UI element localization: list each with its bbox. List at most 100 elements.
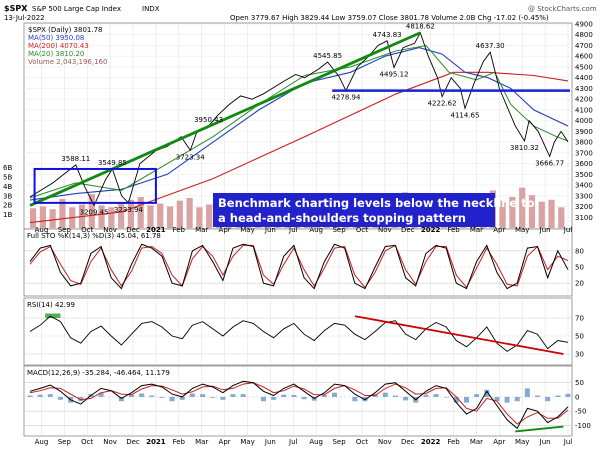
sto-d-line — [29, 244, 569, 289]
macd-histogram-bar — [189, 393, 195, 397]
sto-label: Full STO %K(14,3) %D(3) 45.04, 61.78 — [27, 232, 161, 240]
price-tick-label: 4700 — [575, 42, 593, 50]
x-tick-label-top: Sep — [58, 226, 72, 234]
x-tick-label-bottom: Feb — [173, 438, 186, 446]
x-tick-label-top: Mar — [470, 226, 483, 234]
x-tick-label-top: Mar — [195, 226, 208, 234]
price-tick-label: 3900 — [575, 128, 593, 136]
macd-histogram-bar — [484, 389, 490, 397]
legend-volume: Volume 2,043,196,160 — [28, 58, 107, 66]
macd-histogram-bar — [281, 394, 287, 397]
x-tick-label-bottom: Dec — [126, 438, 140, 446]
price-annotation: 4637.30 — [476, 42, 505, 50]
volume-bar — [558, 207, 565, 228]
volume-tick-label: 6B — [3, 164, 12, 172]
x-tick-label-bottom: Aug — [309, 438, 323, 446]
macd-histogram-bar — [494, 396, 500, 402]
x-tick-label-bottom: Jun — [539, 438, 551, 446]
volume-bar — [206, 204, 213, 228]
legend-ma200: MA(200) 4070.43 — [28, 42, 89, 50]
x-tick-label-top: Jun — [264, 226, 276, 234]
volume-tick-label: 4B — [3, 183, 12, 191]
macd-histogram-bar — [139, 393, 145, 397]
x-tick-label-top: 2021 — [146, 226, 166, 234]
macd-support-line — [515, 425, 564, 433]
x-tick-label-top: Feb — [447, 226, 460, 234]
volume-bar — [157, 203, 164, 228]
macd-histogram-bar — [169, 396, 175, 402]
volume-bar — [59, 198, 66, 228]
x-tick-label-top: Oct — [81, 226, 93, 234]
macd-histogram-bar — [474, 394, 480, 397]
x-tick-label-bottom: Oct — [356, 438, 368, 446]
price-annotation: 3549.85 — [98, 159, 127, 167]
volume-bar — [118, 203, 125, 228]
x-tick-label-top: Aug — [35, 226, 49, 234]
x-tick-label-bottom: Oct — [81, 438, 93, 446]
x-tick-label-bottom: 2022 — [421, 438, 441, 446]
volume-bar — [186, 197, 193, 228]
volume-bar — [127, 199, 135, 228]
x-tick-label-bottom: Nov — [378, 438, 392, 446]
price-tick-label: 3300 — [575, 192, 593, 200]
axis-labels: Aug Sep Oct Nov Dec 2021 Feb Mar Apr May Jun Jul Aug… — [3, 21, 593, 430]
indicator-lines — [27, 31, 571, 433]
macd-histogram-bar — [159, 396, 165, 398]
price-tick-label: 3600 — [575, 160, 593, 168]
macd-label: MACD(12,26,9) -35.284, -46.464, 11.179 — [27, 369, 170, 377]
macd-histogram-bar — [545, 396, 551, 402]
macd-histogram-bar — [129, 394, 135, 397]
volume-bar — [147, 205, 154, 228]
price-tick-label: 4900 — [575, 21, 593, 29]
macd-histogram-bar — [352, 396, 358, 402]
price-tick-label: 4500 — [575, 63, 593, 71]
macd-histogram-bar — [453, 396, 459, 403]
x-tick-label-top: May — [515, 226, 529, 234]
macd-histogram-bar — [210, 396, 216, 398]
macd-histogram-bar — [392, 395, 398, 397]
price-tick-label: 4400 — [575, 74, 593, 82]
price-tick-label: 3200 — [575, 203, 593, 211]
macd-histogram-bar — [179, 396, 185, 400]
volume-bar — [137, 196, 144, 228]
volume-bar — [509, 196, 516, 228]
macd-histogram-bar — [463, 396, 469, 403]
price-annotation: 3209.45 — [80, 209, 109, 217]
price-annotation: 4222.62 — [428, 100, 457, 108]
price-annotation: 4495.12 — [380, 70, 409, 78]
macd-histogram-bar — [230, 394, 236, 397]
price-annotation: 3950.43 — [194, 116, 223, 124]
macd-histogram-bar — [118, 396, 124, 402]
macd-histogram-bar — [423, 394, 429, 397]
annotation-box — [213, 193, 495, 227]
price-tick-label: 4000 — [575, 117, 593, 125]
price-annotation: 3810.32 — [510, 144, 539, 152]
macd-line — [29, 380, 569, 430]
price-annotation: 3588.11 — [61, 155, 90, 163]
rsi-line — [29, 315, 569, 352]
price-tick-label: 4800 — [575, 31, 593, 39]
price-annotation: 4545.85 — [313, 52, 342, 60]
x-tick-label-top: Aug — [309, 226, 323, 234]
price-tick-label: 3400 — [575, 182, 593, 190]
x-tick-label-top: Sep — [332, 226, 346, 234]
macd-histogram-bar — [291, 394, 297, 397]
price-annotation: 4743.83 — [373, 31, 402, 39]
macd-histogram-bar — [47, 394, 53, 397]
x-tick-label-top: Nov — [103, 226, 117, 234]
x-tick-label-top: Dec — [401, 226, 415, 234]
macd-histogram-bar — [382, 392, 388, 397]
price-tick-label: 3500 — [575, 171, 593, 179]
uptrend-line — [29, 31, 421, 207]
volume-bar — [49, 209, 56, 228]
rsi-overbought-fill — [45, 313, 61, 318]
macd-histogram-bar — [524, 388, 530, 397]
annotation-line-2: a head-and-shoulders topping pattern — [218, 211, 466, 225]
price-annotation: 4278.94 — [331, 94, 360, 102]
x-tick-label-bottom: Jul — [563, 438, 573, 446]
volume-bar — [538, 201, 545, 228]
volume-bar — [548, 199, 555, 228]
x-axis-bottom: Aug Sep Oct Nov Dec 2021 Feb Mar Apr May Jun Jul Aug… — [35, 438, 573, 446]
macd-histogram-bar — [240, 394, 246, 397]
